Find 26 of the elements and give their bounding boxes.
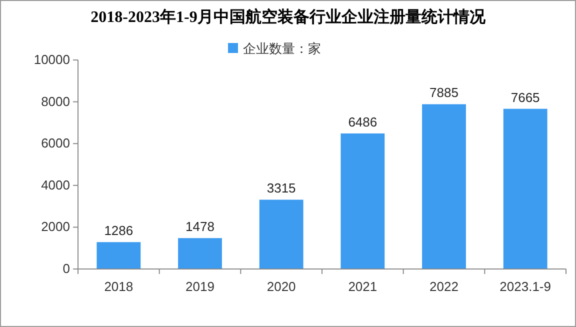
legend-label: 企业数量：家	[243, 41, 321, 56]
x-tick-label: 2022	[430, 279, 458, 294]
y-tick-label: 0	[62, 261, 70, 276]
x-tick-label: 2019	[186, 279, 214, 294]
bar	[96, 242, 141, 269]
data-label: 3315	[266, 180, 296, 196]
x-tick-label: 2020	[266, 279, 296, 294]
y-tick-label: 8000	[41, 94, 70, 109]
y-tick-label: 2000	[41, 219, 70, 234]
y-tick-label: 6000	[41, 136, 70, 151]
data-label: 1286	[104, 223, 134, 238]
x-tick-label: 2018	[104, 279, 134, 294]
bar	[340, 133, 385, 269]
y-tick-label: 10000	[34, 52, 70, 67]
chart-title: 2018-2023年1-9月中国航空装备行业企业注册量统计情况	[90, 8, 486, 26]
bar	[503, 108, 548, 269]
data-label: 7665	[510, 90, 540, 105]
bar	[259, 200, 304, 269]
y-tick-label: 4000	[41, 177, 70, 192]
x-tick-label: 2021	[348, 279, 378, 294]
data-label: 1478	[186, 219, 214, 234]
data-label: 6486	[348, 114, 378, 130]
bar	[422, 104, 466, 269]
bar	[178, 238, 222, 269]
x-tick-label: 2023.1-9	[500, 279, 551, 294]
data-label: 7885	[430, 85, 458, 100]
